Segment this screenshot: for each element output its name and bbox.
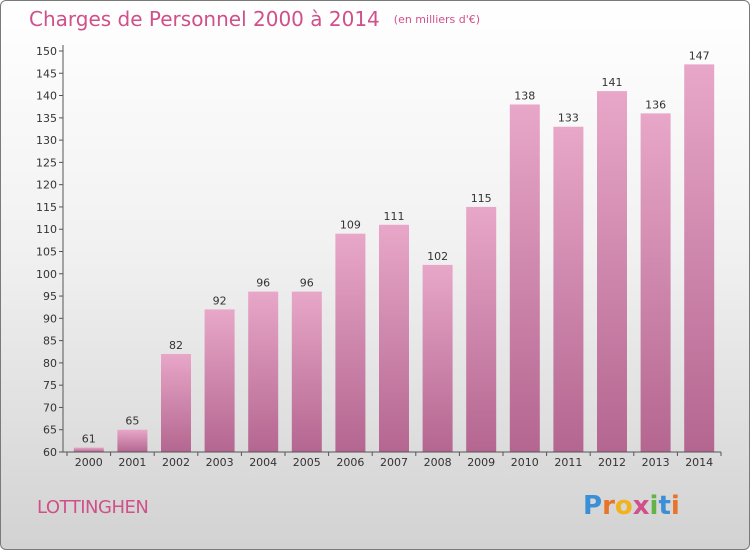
proxiti-logo[interactable]: Proxiti bbox=[583, 491, 680, 521]
x-tick-label: 2005 bbox=[293, 456, 321, 469]
x-tick-label: 2007 bbox=[380, 456, 408, 469]
bar[interactable] bbox=[466, 206, 497, 452]
logo-letter: t bbox=[658, 491, 671, 521]
logo-letter: P bbox=[583, 491, 603, 521]
x-tick-label: 2001 bbox=[118, 456, 146, 469]
bar[interactable] bbox=[422, 264, 453, 452]
y-tick-label: 135 bbox=[36, 112, 57, 125]
bar-value-label: 82 bbox=[169, 339, 183, 352]
y-tick-label: 150 bbox=[36, 45, 57, 58]
chart-title: Charges de Personnel 2000 à 2014 bbox=[29, 7, 380, 31]
y-tick-label: 90 bbox=[43, 312, 57, 325]
x-tick-label: 2004 bbox=[249, 456, 277, 469]
bar-value-label: 138 bbox=[514, 89, 535, 102]
bar-value-label: 141 bbox=[602, 76, 623, 89]
y-tick-label: 70 bbox=[43, 401, 57, 414]
logo-letter: r bbox=[602, 491, 615, 521]
y-tick-label: 80 bbox=[43, 357, 57, 370]
x-tick-label: 2000 bbox=[75, 456, 103, 469]
bar-value-label: 65 bbox=[125, 415, 139, 428]
y-tick-label: 65 bbox=[43, 424, 57, 437]
x-tick-label: 2011 bbox=[554, 456, 582, 469]
y-tick-label: 105 bbox=[36, 246, 57, 259]
bar[interactable] bbox=[204, 309, 235, 452]
bar[interactable] bbox=[248, 291, 279, 452]
bar[interactable] bbox=[640, 113, 671, 452]
y-tick-label: 125 bbox=[36, 156, 57, 169]
y-tick-label: 95 bbox=[43, 290, 57, 303]
x-tick-label: 2009 bbox=[467, 456, 495, 469]
x-tick-label: 2003 bbox=[206, 456, 234, 469]
logo-letter: x bbox=[632, 491, 650, 521]
commune-name: LOTTINGHEN bbox=[37, 497, 149, 518]
bar[interactable] bbox=[291, 291, 322, 452]
x-tick-label: 2013 bbox=[642, 456, 670, 469]
bar-value-label: 133 bbox=[558, 112, 579, 125]
x-tick-label: 2010 bbox=[511, 456, 539, 469]
bar[interactable] bbox=[379, 224, 409, 452]
bar-value-label: 136 bbox=[645, 98, 666, 111]
x-tick-label: 2002 bbox=[162, 456, 190, 469]
bar[interactable] bbox=[509, 104, 540, 452]
y-tick-label: 75 bbox=[43, 379, 57, 392]
bar-value-label: 96 bbox=[300, 277, 314, 290]
bar-value-label: 147 bbox=[689, 49, 710, 62]
logo-letter: i bbox=[649, 491, 659, 521]
y-tick-label: 110 bbox=[36, 223, 57, 236]
bars-group: 61 65 82 92 96 96 109 111 102 115 138 133 141 136 147 bbox=[73, 49, 715, 452]
chart-title-block: Charges de Personnel 2000 à 2014 (en mill… bbox=[29, 7, 480, 31]
bar-value-label: 96 bbox=[256, 277, 270, 290]
bar[interactable] bbox=[335, 233, 366, 452]
y-tick-label: 85 bbox=[43, 335, 57, 348]
bar-value-label: 109 bbox=[340, 219, 361, 232]
logo-letter: i bbox=[670, 491, 680, 521]
y-tick-label: 145 bbox=[36, 67, 57, 80]
bar[interactable] bbox=[161, 353, 191, 452]
bar[interactable] bbox=[553, 126, 584, 452]
chart-subtitle: (en milliers d'€) bbox=[393, 13, 481, 26]
y-tick-label: 130 bbox=[36, 134, 57, 147]
x-tick-label: 2012 bbox=[598, 456, 626, 469]
bar[interactable] bbox=[684, 64, 715, 452]
bar-value-label: 92 bbox=[213, 294, 227, 307]
bar[interactable] bbox=[73, 447, 104, 452]
y-tick-label: 60 bbox=[43, 446, 57, 459]
x-tick-label: 2014 bbox=[685, 456, 713, 469]
bar-value-label: 115 bbox=[471, 192, 492, 205]
y-tick-label: 120 bbox=[36, 179, 57, 192]
y-tick-label: 140 bbox=[36, 90, 57, 103]
y-tick-label: 100 bbox=[36, 268, 57, 281]
x-tick-label: 2006 bbox=[336, 456, 364, 469]
bar-value-label: 61 bbox=[82, 433, 96, 446]
x-tick-label: 2008 bbox=[424, 456, 452, 469]
axes-group: 60 65 70 75 80 85 90 95 100 105 110 115 120 125 130 135… bbox=[36, 45, 722, 469]
bar-value-label: 102 bbox=[427, 250, 448, 263]
bar-value-label: 111 bbox=[384, 210, 405, 223]
logo-letter: o bbox=[614, 491, 633, 521]
bar[interactable] bbox=[597, 91, 627, 452]
y-tick-label: 115 bbox=[36, 201, 57, 214]
bar[interactable] bbox=[117, 429, 148, 452]
